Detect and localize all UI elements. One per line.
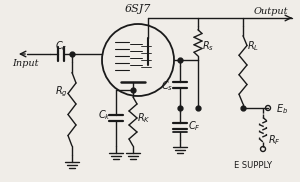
Text: $C_k$: $C_k$ (98, 108, 110, 122)
Text: $R_g$: $R_g$ (55, 85, 68, 99)
Text: $C_s$: $C_s$ (161, 79, 173, 93)
Text: Output: Output (254, 7, 288, 15)
Text: Input: Input (12, 58, 38, 68)
Text: $R_F$: $R_F$ (268, 133, 281, 147)
Text: $E_b$: $E_b$ (276, 102, 288, 116)
Text: 6SJ7: 6SJ7 (125, 4, 151, 14)
Text: $R_L$: $R_L$ (247, 39, 259, 53)
Text: E SUPPLY: E SUPPLY (234, 161, 272, 169)
Text: $C_c$: $C_c$ (55, 39, 67, 53)
Text: $C_F$: $C_F$ (188, 119, 200, 133)
Text: $R_s$: $R_s$ (202, 39, 214, 53)
Text: $R_K$: $R_K$ (137, 111, 151, 125)
